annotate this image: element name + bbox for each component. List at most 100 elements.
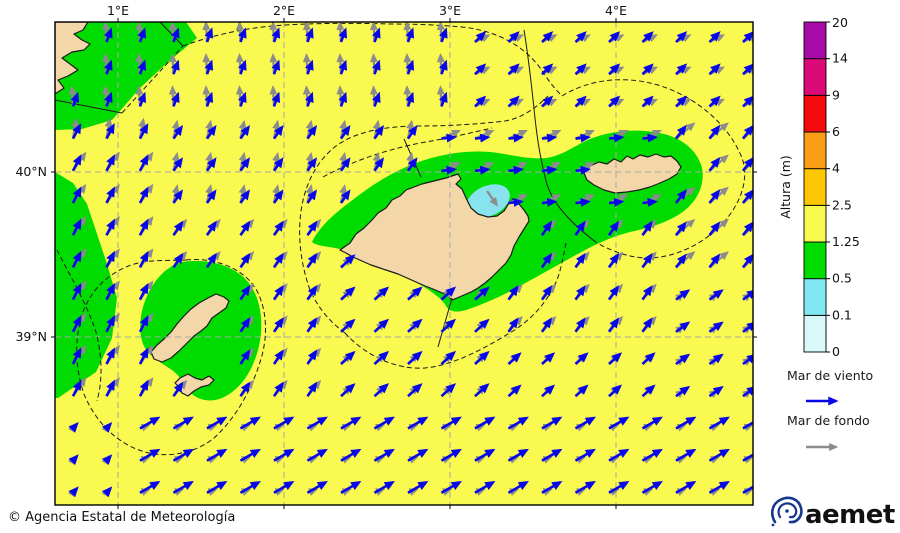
wind-arrow: [306, 349, 318, 365]
wind-arrow: [474, 165, 491, 175]
wind-arrow: [708, 481, 730, 494]
wind-arrow: [641, 31, 654, 43]
wind-arrow: [272, 125, 284, 140]
wind-arrow: [373, 318, 390, 333]
wind-arrow: [541, 165, 558, 175]
wind-arrow: [574, 352, 589, 365]
aemet-logo: aemet: [770, 496, 895, 530]
wind-arrow: [541, 133, 558, 143]
colorbar-tick-label: 0: [832, 344, 840, 359]
wind-arrow: [474, 133, 491, 143]
colorbar-title: Altura (m): [778, 155, 793, 219]
alcudia-bay-calm-water: [466, 184, 510, 218]
wind-arrow: [138, 154, 149, 172]
wind-arrow: [641, 352, 656, 365]
wind-arrow: [474, 318, 490, 333]
wind-arrow: [71, 379, 82, 397]
wind-arrow: [708, 353, 724, 366]
wind-arrow: [171, 91, 180, 107]
wind-arrow: [204, 27, 214, 43]
wind-arrow: [441, 133, 457, 143]
aemet-logo-text: aemet: [805, 500, 895, 530]
wind-arrow: [407, 286, 423, 301]
wind-arrow: [474, 448, 496, 462]
wind-arrow: [373, 481, 395, 494]
wind-arrow: [575, 133, 591, 143]
wind-arrow: [306, 285, 318, 301]
wave-height-colorbar: 0 0.1 0.5 1.25 2.5 4 6 9 14 20: [803, 15, 860, 359]
colorbar-tick-label: 6: [832, 124, 840, 139]
wind-arrow: [741, 221, 753, 237]
wind-arrow: [675, 481, 697, 494]
wind-arrow: [574, 63, 587, 76]
colorbar-segment: [803, 58, 827, 96]
colorbar-tick-label: 0.1: [832, 307, 852, 322]
wind-arrow: [474, 63, 487, 76]
wind-arrow: [574, 220, 586, 236]
menorca-island: [583, 153, 682, 194]
wind-arrow: [239, 416, 261, 430]
wind-arrow: [105, 186, 115, 204]
colorbar-tick-label: 14: [832, 51, 848, 66]
wind-arrow: [675, 353, 691, 366]
wind-arrow: [172, 220, 184, 236]
wind-arrow: [338, 27, 348, 43]
wind-arrow: [607, 317, 620, 333]
wind-arrow: [407, 350, 423, 365]
wind-arrow: [708, 189, 721, 204]
wind-arrow: [641, 384, 656, 398]
wind-arrow: [675, 385, 691, 398]
wind-arrow: [306, 189, 318, 204]
wind-arrow: [172, 125, 184, 140]
wind-arrow: [239, 125, 251, 140]
wind-arrow: [541, 197, 558, 207]
wind-arrow: [541, 63, 554, 76]
wind-arrow: [306, 220, 318, 236]
wind-arrow: [742, 95, 753, 108]
wind-arrow: [405, 27, 415, 43]
latitude-label: 39°N: [15, 329, 47, 344]
wind-arrow: [742, 63, 753, 76]
wind-arrow: [440, 318, 457, 333]
colorbar-segment: [803, 131, 827, 170]
wind-arrow: [340, 254, 356, 269]
wind-arrow: [474, 95, 487, 108]
swell-legend-label: Mar de fondo: [787, 413, 870, 428]
wind-arrow: [340, 416, 362, 430]
zone-boundary-solid: [523, 29, 598, 244]
wind-arrow: [172, 252, 184, 269]
wind-arrow: [272, 349, 284, 365]
wind-arrow: [71, 218, 82, 236]
wind-arrow: [608, 416, 630, 430]
wind-arrow: [674, 189, 687, 204]
wind-arrow: [273, 416, 295, 430]
wind-arrow: [239, 285, 251, 301]
wind-arrow: [439, 59, 448, 75]
wind-arrow: [71, 186, 82, 204]
wind-arrow: [138, 123, 149, 140]
wind-arrow: [742, 448, 753, 462]
wind-arrow: [205, 157, 217, 172]
wind-arrow: [238, 27, 247, 43]
wind-arrow: [239, 381, 251, 397]
wind-arrow: [675, 448, 697, 462]
wind-arrow: [641, 253, 653, 269]
wind-arrow: [272, 381, 284, 397]
wind-arrow: [641, 481, 663, 494]
wind-arrow: [104, 91, 113, 107]
wind-arrow: [306, 381, 318, 397]
wind-arrow: [541, 352, 556, 365]
wind-arrow: [338, 59, 348, 75]
wind-arrow: [474, 286, 490, 301]
wind-arrow: [674, 221, 687, 237]
colorbar-segment: [803, 94, 827, 133]
wind-arrow: [373, 383, 390, 398]
wind-arrow: [102, 486, 113, 498]
wind-arrow: [239, 220, 251, 236]
wind-arrow: [138, 379, 149, 397]
wind-arrow: [607, 253, 620, 269]
wind-arrow: [406, 157, 418, 172]
wind-arrow: [608, 95, 621, 108]
wind-arrow: [405, 91, 415, 107]
wind-arrow: [641, 95, 654, 108]
